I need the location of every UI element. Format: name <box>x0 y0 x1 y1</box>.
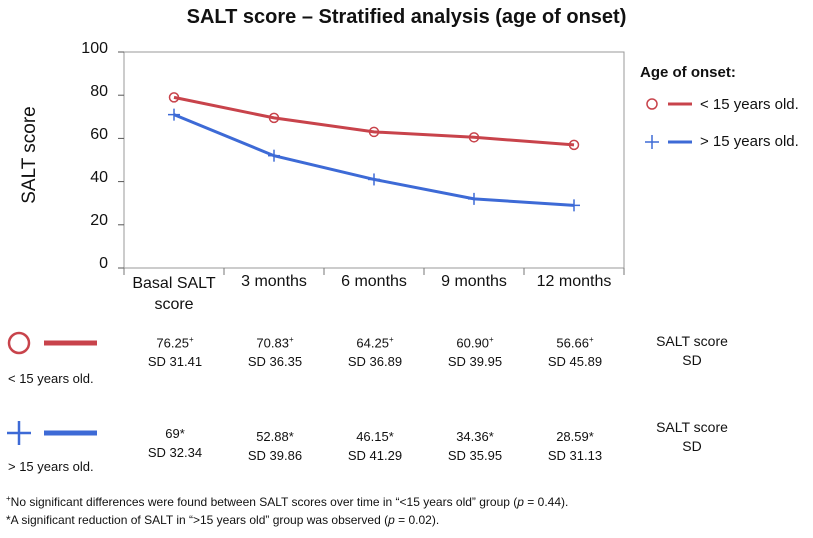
table-cell: 56.66+ SD 45.89 <box>547 335 603 370</box>
y-axis-label: SALT score <box>19 106 40 204</box>
footnote-2: *A significant reduction of SALT in “>15… <box>6 513 440 527</box>
data-point <box>268 112 280 124</box>
legend-label-under-15: < 15 years old. <box>700 96 799 113</box>
table-cell: 34.36* SD 35.95 <box>447 429 503 463</box>
y-tick-label: 40 <box>90 169 108 186</box>
table-cell: 60.90+ SD 39.95 <box>447 335 503 370</box>
y-tick-label: 20 <box>90 212 108 229</box>
data-point <box>468 192 480 205</box>
y-tick-label: 60 <box>90 126 108 143</box>
data-point <box>368 126 380 138</box>
data-point <box>268 149 280 162</box>
data-point <box>568 139 580 151</box>
row-label-over-15: > 15 years old. <box>8 459 94 474</box>
x-tick-label: 12 months <box>536 273 612 290</box>
legend-marker-0 <box>646 98 658 110</box>
series-line-1 <box>173 113 575 207</box>
legend-title: Age of onset: <box>640 64 736 81</box>
y-tick-label: 100 <box>81 40 108 57</box>
legend-marker-1 <box>645 135 659 149</box>
row-marker-0 <box>7 331 31 355</box>
x-tick-label: 3 months <box>241 273 307 290</box>
footnote-1: +No significant differences were found b… <box>6 494 569 509</box>
table-cell: 52.88* SD 39.86 <box>247 429 303 463</box>
y-tick-label: 80 <box>90 83 108 100</box>
table-cell: 64.25+ SD 36.89 <box>347 335 403 370</box>
data-point <box>368 173 380 186</box>
x-tick-label: 9 months <box>441 273 507 290</box>
data-point <box>168 92 180 103</box>
plot-frame <box>123 51 625 269</box>
series-line-0 <box>173 95 575 147</box>
x-tick-label: Basal SALT score <box>132 275 216 313</box>
row-label-under-15: < 15 years old. <box>8 371 94 386</box>
row-side-label: SALT score SD <box>656 419 728 454</box>
row-marker-1 <box>7 421 31 445</box>
table-cell: 69* SD 32.34 <box>147 426 203 460</box>
x-tick-label: 6 months <box>341 273 407 290</box>
table-cell: 76.25+ SD 31.41 <box>147 335 203 370</box>
data-point <box>568 199 580 212</box>
table-cell: 46.15* SD 41.29 <box>347 429 403 463</box>
table-cell: 70.83+ SD 36.35 <box>247 335 303 370</box>
data-point <box>468 132 480 143</box>
legend-label-over-15: > 15 years old. <box>700 133 799 150</box>
chart-title: SALT score – Stratified analysis (age of… <box>186 6 627 28</box>
y-tick-label: 0 <box>99 255 108 272</box>
row-side-label: SALT score SD <box>656 333 728 368</box>
table-cell: 28.59* SD 31.13 <box>547 429 603 463</box>
data-point <box>168 108 180 121</box>
